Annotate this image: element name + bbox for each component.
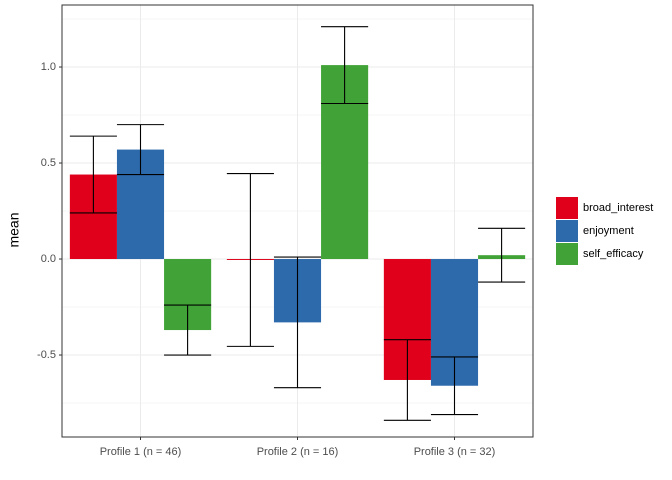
error-bar — [226, 173, 274, 347]
error-bar — [69, 135, 117, 214]
error-bar — [383, 339, 431, 421]
y-tick-label: 0.0 — [41, 253, 56, 265]
legend-key — [556, 243, 578, 265]
y-tick-label: 0.5 — [41, 157, 56, 169]
legend-key — [556, 197, 578, 219]
y-tick-label: -0.5 — [37, 349, 56, 361]
error-bar — [430, 356, 479, 416]
error-bar — [164, 304, 212, 356]
y-axis-title: mean — [6, 212, 22, 247]
panel-border — [61, 4, 534, 438]
x-tick-label: Profile 3 (n = 32) — [414, 446, 496, 458]
legend-key — [556, 220, 578, 242]
error-bar — [273, 256, 322, 389]
error-bar — [478, 227, 526, 283]
error-bar — [321, 26, 369, 105]
x-tick-label: Profile 2 (n = 16) — [257, 446, 339, 458]
legend-label: self_efficacy — [583, 248, 644, 260]
error-bar — [116, 124, 165, 176]
y-tick-label: 1.0 — [41, 61, 56, 73]
legend-label: broad_interest — [583, 202, 653, 214]
legend-label: enjoyment — [583, 225, 634, 237]
x-tick-label: Profile 1 (n = 46) — [100, 446, 182, 458]
